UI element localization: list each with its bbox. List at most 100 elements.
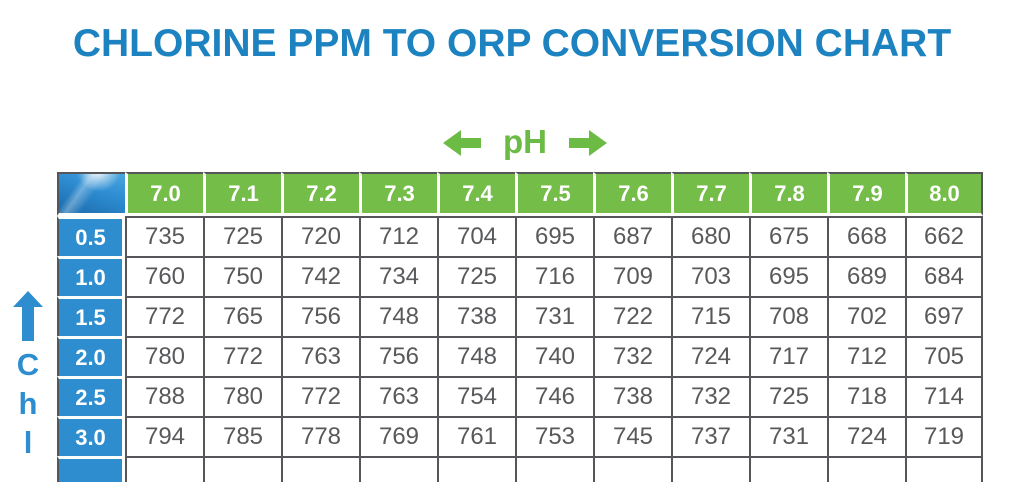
orp-value-cell — [203, 456, 281, 482]
orp-value-cell: 780 — [125, 336, 203, 376]
ph-column-header: 7.9 — [827, 172, 905, 216]
table-row: 0.5 735 725 720 712 704 695 687 680 675 668 662 — [57, 216, 983, 256]
header-row: 7.0 7.1 7.2 7.3 7.4 7.5 7.6 7.7 7.8 7.9 8.0 — [57, 172, 983, 216]
ph-column-header: 7.0 — [125, 172, 203, 216]
orp-value-cell: 765 — [203, 296, 281, 336]
orp-value-cell: 731 — [515, 296, 593, 336]
conversion-table: 7.0 7.1 7.2 7.3 7.4 7.5 7.6 7.7 7.8 7.9 8.0 0.5 735 7… — [57, 172, 983, 482]
orp-value-cell: 772 — [125, 296, 203, 336]
orp-value-cell: 684 — [905, 256, 983, 296]
orp-value-cell: 714 — [905, 376, 983, 416]
orp-value-cell: 705 — [905, 336, 983, 376]
table-row: 1.5 772 765 756 748 738 731 722 715 708 702 697 — [57, 296, 983, 336]
chlorine-row-header: 3.0 — [57, 416, 125, 456]
chlorine-row-header: 1.0 — [57, 256, 125, 296]
orp-value-cell: 772 — [281, 376, 359, 416]
orp-value-cell: 712 — [359, 216, 437, 256]
table-row: 2.5 788 780 772 763 754 746 738 732 725 718 714 — [57, 376, 983, 416]
orp-value-cell: 668 — [827, 216, 905, 256]
orp-value-cell: 724 — [671, 336, 749, 376]
orp-value-cell: 780 — [203, 376, 281, 416]
ph-column-header: 7.3 — [359, 172, 437, 216]
right-arrow-icon — [569, 130, 608, 156]
orp-value-cell: 760 — [125, 256, 203, 296]
table-row: 3.0 794 785 778 769 761 753 745 737 731 724 719 — [57, 416, 983, 456]
ph-axis-label: pH — [75, 123, 975, 161]
orp-value-cell: 772 — [203, 336, 281, 376]
ph-column-header: 7.8 — [749, 172, 827, 216]
orp-value-cell: 740 — [515, 336, 593, 376]
orp-value-cell: 761 — [437, 416, 515, 456]
orp-value-cell — [671, 456, 749, 482]
orp-value-cell: 794 — [125, 416, 203, 456]
orp-value-cell: 715 — [671, 296, 749, 336]
orp-value-cell — [359, 456, 437, 482]
orp-value-cell: 718 — [827, 376, 905, 416]
ph-column-header: 7.2 — [281, 172, 359, 216]
orp-value-cell: 716 — [515, 256, 593, 296]
orp-value-cell: 732 — [593, 336, 671, 376]
orp-value-cell: 756 — [359, 336, 437, 376]
ph-column-header: 7.7 — [671, 172, 749, 216]
orp-value-cell: 725 — [437, 256, 515, 296]
orp-value-cell — [281, 456, 359, 482]
table-row: 1.0 760 750 742 734 725 716 709 703 695 689 684 — [57, 256, 983, 296]
orp-value-cell: 737 — [671, 416, 749, 456]
orp-value-cell: 675 — [749, 216, 827, 256]
ph-axis-text: pH — [503, 123, 547, 160]
orp-value-cell: 662 — [905, 216, 983, 256]
orp-value-cell — [515, 456, 593, 482]
orp-value-cell: 725 — [749, 376, 827, 416]
ph-column-header: 7.5 — [515, 172, 593, 216]
orp-value-cell: 712 — [827, 336, 905, 376]
ph-column-header: 7.1 — [203, 172, 281, 216]
ph-column-header: 7.6 — [593, 172, 671, 216]
orp-value-cell: 722 — [593, 296, 671, 336]
orp-value-cell: 708 — [749, 296, 827, 336]
orp-value-cell — [905, 456, 983, 482]
orp-value-cell: 738 — [593, 376, 671, 416]
orp-value-cell: 746 — [515, 376, 593, 416]
orp-value-cell: 788 — [125, 376, 203, 416]
chlorine-row-header: 0.5 — [57, 216, 125, 256]
orp-value-cell: 687 — [593, 216, 671, 256]
orp-value-cell: 745 — [593, 416, 671, 456]
table-row: 2.0 780 772 763 756 748 740 732 724 717 712 705 — [57, 336, 983, 376]
orp-value-cell — [827, 456, 905, 482]
orp-value-cell: 732 — [671, 376, 749, 416]
orp-value-cell — [437, 456, 515, 482]
orp-value-cell: 756 — [281, 296, 359, 336]
orp-value-cell: 742 — [281, 256, 359, 296]
orp-value-cell: 750 — [203, 256, 281, 296]
orp-value-cell: 695 — [749, 256, 827, 296]
orp-value-cell: 769 — [359, 416, 437, 456]
orp-value-cell: 724 — [827, 416, 905, 456]
orp-value-cell: 731 — [749, 416, 827, 456]
orp-value-cell: 695 — [515, 216, 593, 256]
orp-value-cell: 703 — [671, 256, 749, 296]
orp-value-cell: 719 — [905, 416, 983, 456]
chlorine-row-header: 1.5 — [57, 296, 125, 336]
orp-value-cell: 725 — [203, 216, 281, 256]
orp-value-cell: 717 — [749, 336, 827, 376]
orp-value-cell — [749, 456, 827, 482]
ph-column-header: 7.4 — [437, 172, 515, 216]
orp-value-cell: 720 — [281, 216, 359, 256]
corner-water-image — [57, 172, 125, 216]
orp-value-cell: 689 — [827, 256, 905, 296]
orp-value-cell: 738 — [437, 296, 515, 336]
page-title: CHLORINE PPM TO ORP CONVERSION CHART — [72, 22, 952, 65]
orp-value-cell: 735 — [125, 216, 203, 256]
chlorine-axis-letter: l — [23, 425, 33, 460]
left-arrow-icon — [442, 130, 481, 156]
ph-column-header: 8.0 — [905, 172, 983, 216]
orp-value-cell: 748 — [437, 336, 515, 376]
orp-value-cell: 754 — [437, 376, 515, 416]
orp-value-cell: 763 — [281, 336, 359, 376]
orp-value-cell: 748 — [359, 296, 437, 336]
orp-value-cell: 680 — [671, 216, 749, 256]
partial-row — [57, 456, 983, 482]
orp-value-cell: 753 — [515, 416, 593, 456]
